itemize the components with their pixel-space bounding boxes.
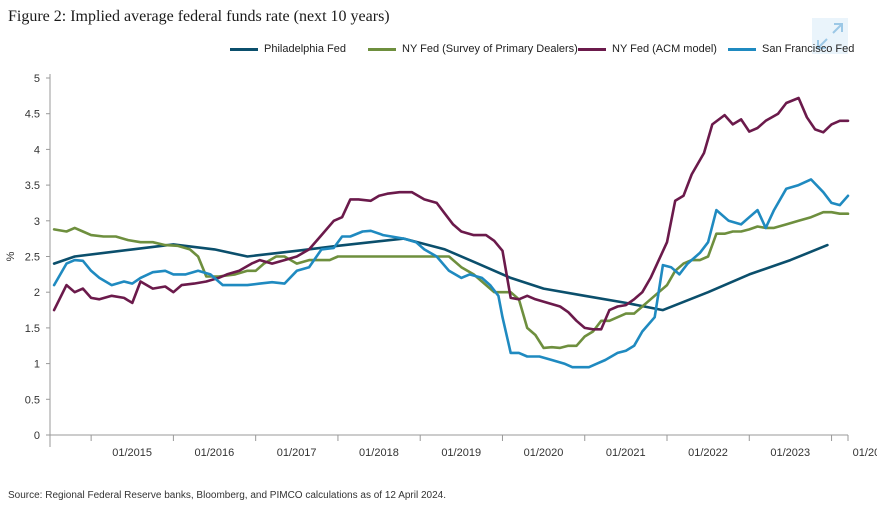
y-tick-label: 3 [34, 216, 40, 228]
source-note: Source: Regional Federal Reserve banks, … [8, 490, 447, 501]
series-line-philadelphia-fed [52, 237, 829, 312]
y-axis-label: % [5, 251, 17, 261]
legend-label: NY Fed (ACM model) [612, 43, 717, 55]
x-tick-label: 01/2016 [195, 447, 235, 459]
x-tick-label: 01/2024 [853, 447, 877, 459]
y-tick-label: 0.5 [25, 394, 40, 406]
y-tick-label: 5 [34, 73, 40, 85]
legend-label: Philadelphia Fed [264, 43, 346, 55]
y-tick-label: 3.5 [25, 180, 40, 192]
series-line-ny-fed-acm-model [52, 96, 850, 331]
x-tick-label: 01/2019 [441, 447, 481, 459]
y-tick-label: 2.5 [25, 252, 40, 264]
chart-title: Figure 2: Implied average federal funds … [8, 8, 390, 25]
y-tick-label: 4 [34, 144, 40, 156]
legend-swatch [368, 47, 396, 51]
y-tick-label: 0 [34, 430, 40, 442]
x-tick-label: 01/2021 [606, 447, 646, 459]
x-tick-label: 01/2015 [112, 447, 152, 459]
expand-icon[interactable] [812, 18, 848, 54]
x-tick-label: 01/2018 [359, 447, 399, 459]
legend-swatch [578, 47, 606, 51]
x-tick-label: 01/2020 [524, 447, 564, 459]
series-line-san-francisco-fed [52, 178, 850, 369]
legend-item-ny-fed-survey: NY Fed (Survey of Primary Dealers) [368, 43, 578, 55]
y-tick-label: 4.5 [25, 109, 40, 121]
chart-series-lines [52, 96, 850, 369]
legend-item-san-francisco-fed: San Francisco Fed [728, 43, 854, 55]
y-tick-label: 2 [34, 287, 40, 299]
legend-swatch [728, 47, 756, 51]
legend-item-ny-fed-acm: NY Fed (ACM model) [578, 43, 717, 55]
expand-arrows-icon [817, 23, 843, 49]
x-tick-label: 01/2022 [688, 447, 728, 459]
x-tick-label: 01/2023 [770, 447, 810, 459]
y-tick-label: 1.5 [25, 323, 40, 335]
legend-label: NY Fed (Survey of Primary Dealers) [402, 43, 578, 55]
series-line-ny-fed-survey-of-primary-dealers [52, 210, 850, 350]
legend-label: San Francisco Fed [762, 43, 855, 55]
y-tick-label: 1 [34, 359, 40, 371]
chart-legend: Philadelphia Fed NY Fed (Survey of Prima… [230, 43, 857, 61]
chart-axes: 0 0.5 1 1.5 2 2.5 3 3.5 4 4.5 5% 01/2015 01/2016 01/2… [5, 73, 877, 459]
legend-swatch [230, 47, 258, 51]
legend-item-philadelphia-fed: Philadelphia Fed [230, 43, 346, 55]
x-tick-label: 01/2017 [277, 447, 317, 459]
